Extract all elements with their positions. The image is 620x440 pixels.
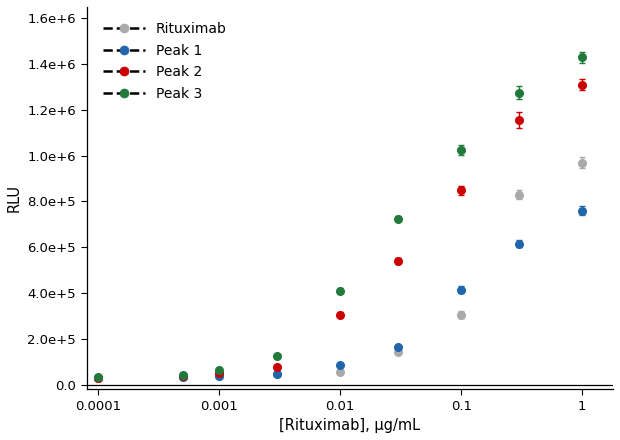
Legend: Rituximab, Peak 1, Peak 2, Peak 3: Rituximab, Peak 1, Peak 2, Peak 3: [99, 18, 231, 105]
X-axis label: [Rituximab], µg/mL: [Rituximab], µg/mL: [279, 418, 420, 433]
Y-axis label: RLU: RLU: [7, 184, 22, 212]
